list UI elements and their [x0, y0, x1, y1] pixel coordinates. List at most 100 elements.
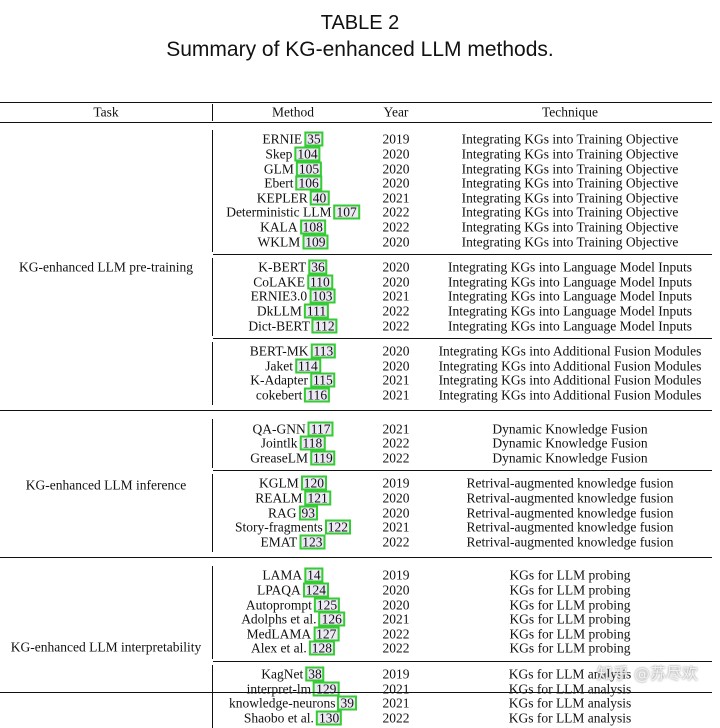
method-cell: Deterministic LLM 107: [226, 204, 360, 220]
method-cell: MedLAMA 127: [246, 626, 340, 642]
method-cell: KagNet 38: [261, 666, 325, 682]
method-name: interpret-lm: [246, 681, 312, 696]
citation-link[interactable]: 104: [294, 146, 321, 162]
year-cell: 2021: [382, 695, 410, 711]
method-name: QA-GNN: [252, 421, 306, 436]
column-divider: [212, 419, 213, 468]
method-cell: QA-GNN 117: [253, 421, 334, 436]
method-cell: WKLM 109: [258, 234, 329, 249]
citation-link[interactable]: 105: [295, 161, 323, 176]
method-cell: KALA 108: [260, 219, 326, 235]
technique-cell: Dynamic Knowledge Fusion: [492, 435, 648, 451]
section-rule: [0, 557, 712, 558]
citation-link[interactable]: 130: [315, 710, 343, 726]
citation-link[interactable]: 125: [313, 597, 341, 612]
citation-link[interactable]: 123: [299, 534, 326, 550]
method-cell: BERT-MK 113: [250, 343, 337, 359]
citation-link[interactable]: 93: [298, 505, 319, 520]
header-task: Task: [93, 104, 119, 120]
method-cell: ERNIE3.0 103: [251, 288, 336, 304]
year-cell: 2020: [382, 146, 410, 162]
technique-cell: Dynamic Knowledge Fusion: [492, 421, 648, 436]
technique-cell: Integrating KGs into Training Objective: [461, 204, 679, 220]
method-cell: KGLM 120: [259, 475, 327, 491]
technique-cell: Integrating KGs into Additional Fusion M…: [438, 343, 702, 359]
citation-link[interactable]: 113: [310, 343, 337, 359]
citation-link[interactable]: 111: [303, 303, 330, 319]
group-rule: [213, 337, 712, 339]
citation-link[interactable]: 118: [299, 435, 326, 451]
citation-link[interactable]: 124: [302, 582, 330, 598]
citation-link[interactable]: 112: [311, 318, 338, 333]
technique-cell: Retrival-augmented knowledge fusion: [466, 505, 674, 520]
citation-link[interactable]: 119: [309, 450, 336, 466]
citation-link[interactable]: 114: [295, 358, 321, 374]
method-cell: Shaobo et al. 130: [243, 710, 343, 726]
group-rule: [213, 253, 712, 255]
citation-link[interactable]: 107: [333, 204, 360, 220]
technique-cell: Dynamic Knowledge Fusion: [492, 450, 648, 466]
citation-link[interactable]: 108: [299, 219, 326, 235]
group-rule: [213, 660, 712, 662]
citation-link[interactable]: 127: [313, 626, 340, 642]
citation-link[interactable]: 126: [318, 611, 345, 627]
method-cell: Ebert 106: [264, 175, 322, 191]
technique-cell: Integrating KGs into Additional Fusion M…: [438, 358, 702, 374]
method-cell: K-Adapter 115: [250, 372, 336, 388]
citation-link[interactable]: 36: [308, 259, 328, 275]
citation-link[interactable]: 14: [304, 567, 324, 583]
method-cell: LAMA 14: [262, 567, 324, 583]
column-divider: [212, 257, 213, 336]
technique-cell: Retrival-augmented knowledge fusion: [466, 475, 674, 491]
year-cell: 2021: [382, 372, 410, 388]
method-name: MedLAMA: [246, 626, 312, 642]
method-cell: RAG 93: [268, 505, 319, 520]
method-name: ERNIE: [262, 131, 303, 147]
method-name: Story-fragments: [235, 519, 323, 535]
method-name: DkLLM: [256, 303, 302, 319]
year-cell: 2022: [382, 450, 410, 466]
technique-cell: KGs for LLM analysis: [508, 695, 632, 711]
year-cell: 2022: [382, 534, 410, 550]
citation-link[interactable]: 121: [304, 490, 331, 506]
method-cell: LPAQA 124: [257, 582, 330, 598]
header-method: Method: [272, 104, 314, 120]
column-divider: [212, 341, 213, 406]
method-name: Shaobo et al.: [243, 710, 314, 726]
year-cell: 2019: [382, 567, 410, 583]
citation-link[interactable]: 103: [309, 288, 336, 304]
citation-link[interactable]: 39: [337, 695, 357, 711]
technique-cell: Integrating KGs into Language Model Inpu…: [447, 303, 693, 319]
method-name: Skep: [265, 146, 293, 162]
method-cell: GLM 105: [264, 161, 323, 176]
method-cell: DkLLM 111: [256, 303, 330, 319]
citation-link[interactable]: 35: [304, 131, 324, 147]
citation-link[interactable]: 110: [307, 274, 333, 290]
method-cell: interpret-lm 129: [247, 681, 340, 696]
citation-link[interactable]: 116: [304, 387, 331, 403]
year-cell: 2020: [382, 259, 410, 275]
year-cell: 2020: [382, 358, 410, 374]
year-cell: 2022: [382, 626, 410, 642]
method-cell: Skep 104: [265, 146, 321, 162]
citation-link[interactable]: 122: [324, 519, 351, 535]
technique-cell: Integrating KGs into Training Objective: [461, 190, 679, 206]
citation-link[interactable]: 120: [300, 475, 327, 491]
method-name: K-Adapter: [250, 372, 308, 388]
citation-link[interactable]: 129: [313, 681, 340, 696]
year-cell: 2021: [382, 387, 410, 403]
citation-link[interactable]: 117: [307, 421, 334, 436]
citation-link[interactable]: 106: [295, 175, 322, 191]
citation-link[interactable]: 115: [309, 372, 336, 388]
task-label: KG-enhanced LLM pre-training: [19, 259, 193, 275]
technique-cell: Integrating KGs into Language Model Inpu…: [447, 288, 693, 304]
citation-link[interactable]: 40: [309, 190, 330, 206]
citation-link[interactable]: 109: [302, 234, 329, 249]
method-name: Adolphs et al.: [241, 611, 317, 627]
technique-cell: Retrival-augmented knowledge fusion: [466, 534, 674, 550]
citation-link[interactable]: 128: [308, 640, 336, 656]
technique-cell: Integrating KGs into Additional Fusion M…: [438, 372, 702, 388]
citation-link[interactable]: 38: [305, 666, 325, 682]
year-cell: 2020: [382, 597, 410, 612]
table-bottom-rule: [0, 692, 712, 693]
